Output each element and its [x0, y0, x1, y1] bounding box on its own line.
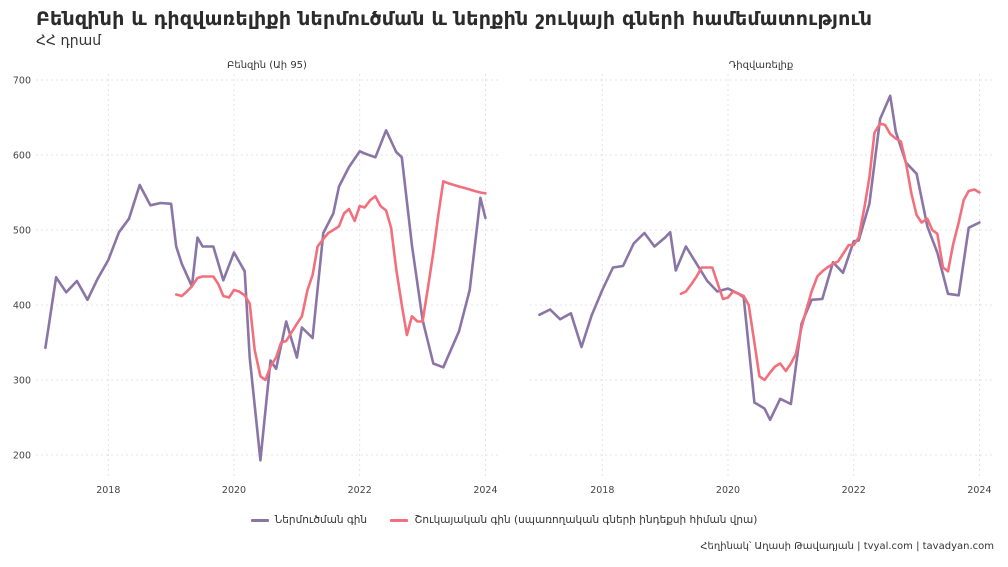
caption: Հեղինակ՝ Աղասի Թավադյան | tvyal.com | ta…: [700, 541, 994, 552]
y-tick-label-500: 500: [13, 226, 31, 237]
y-tick-label-300: 300: [13, 376, 31, 387]
chart-subtitle: ՀՀ դրամ: [36, 33, 102, 49]
legend-item-import: Ներմուծման գին: [250, 514, 368, 526]
panel-0: Բենզին (Աի 95) 200 300 400 500 600 700 2018 2020…: [13, 60, 498, 496]
x-tick-label-2022: 2022: [842, 485, 866, 496]
x-tick-label-2018: 2018: [590, 485, 614, 496]
legend-swatch-retail: [390, 518, 409, 522]
series-line-import-1: [538, 94, 981, 422]
chart-title: Բենզինի և դիզվառելիքի ներմուծման և ներքի…: [36, 8, 873, 30]
series-line-import-0: [44, 129, 487, 462]
x-tick-label-2018: 2018: [96, 485, 120, 496]
legend-label-import: Ներմուծման գին: [274, 514, 368, 526]
series-line-retail-1: [679, 122, 981, 382]
x-tick-label-2024: 2024: [967, 485, 991, 496]
legend: Ներմուծման գին Շուկայական գին (սպառողակա…: [0, 514, 1008, 526]
x-tick-label-2022: 2022: [348, 485, 372, 496]
legend-label-retail: Շուկայական գին (սպառողական գների ինդեքսի…: [414, 514, 758, 526]
y-tick-label-600: 600: [13, 151, 31, 162]
legend-item-retail: Շուկայական գին (սպառողական գների ինդեքսի…: [390, 514, 757, 526]
series-line-retail-0: [174, 180, 487, 382]
x-tick-label-2020: 2020: [716, 485, 740, 496]
panel-label-0: Բենզին (Աի 95): [227, 60, 307, 71]
x-tick-label-2020: 2020: [222, 485, 246, 496]
legend-swatch-import: [250, 518, 269, 522]
x-tick-label-2024: 2024: [473, 485, 497, 496]
y-tick-label-400: 400: [13, 301, 31, 312]
y-tick-label-700: 700: [13, 76, 31, 87]
panel-label-1: Դիզվառելիք: [729, 60, 794, 71]
y-tick-label-200: 200: [13, 451, 31, 462]
panel-1: Դիզվառելիք 2018 2020 2022 2024: [530, 60, 992, 496]
